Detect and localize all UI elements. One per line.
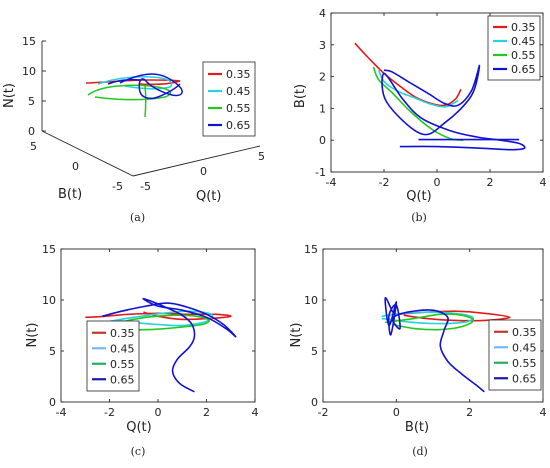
panel-b-ytick-5: 4 bbox=[319, 7, 326, 20]
panel-d-xtick-1: 0 bbox=[393, 406, 400, 419]
panel-c-ylabel: N(t) bbox=[25, 323, 40, 348]
panel-c: -4 -2 0 2 4 0 5 10 15 Q(t) N(t) 0.35 0.45 0.55 0.65 (c) bbox=[25, 243, 259, 458]
panel-c-legend-label-0: 0.35 bbox=[110, 327, 135, 340]
panel-c-caption: (c) bbox=[131, 445, 146, 458]
panel-b-ytick-3: 2 bbox=[319, 71, 326, 84]
panel-c-xtick-0: -4 bbox=[56, 406, 67, 419]
panel-a-z-tick-0: 0 bbox=[28, 125, 35, 138]
panel-b-ylabel: B(t) bbox=[293, 84, 308, 108]
panel-c-series-0.55 bbox=[99, 314, 210, 331]
panel-d-legend: 0.35 0.45 0.55 0.65 bbox=[488, 319, 542, 391]
panel-c-ytick-0: 0 bbox=[49, 396, 56, 409]
panel-b: -4 -2 0 2 4 -1 0 1 2 3 4 Q(t) B(t) 0.350.450.550.65 (b… bbox=[293, 7, 547, 224]
panel-c-xlabel: Q(t) bbox=[126, 420, 151, 435]
panel-d-series-0.45 bbox=[381, 311, 475, 325]
panel-a-z-tick-2: 10 bbox=[22, 65, 36, 78]
panel-b-series-0.65 bbox=[381, 64, 526, 151]
panel-c-ytick-2: 10 bbox=[42, 294, 56, 307]
panel-a-z-tick-3: 15 bbox=[22, 35, 36, 48]
panel-a-q-axis bbox=[132, 145, 261, 177]
panel-d-xtick-2: 2 bbox=[466, 406, 473, 419]
panel-b-xtick-4: 4 bbox=[540, 176, 547, 189]
panel-b-legend: 0.350.450.550.65 bbox=[487, 15, 541, 81]
panel-c-series-0.65 bbox=[102, 297, 237, 393]
panel-a-legend-label-0: 0.35 bbox=[226, 68, 251, 81]
panel-b-ytick-0: -1 bbox=[315, 166, 326, 179]
panel-b-series-group bbox=[354, 42, 526, 151]
panel-d-legend-label-1: 0.45 bbox=[512, 341, 537, 354]
panel-c-xtick-3: 2 bbox=[203, 406, 210, 419]
panel-b-xtick-3: 2 bbox=[487, 176, 494, 189]
panel-c-series-0.35 bbox=[85, 311, 232, 321]
panel-a-legend-label-3: 0.65 bbox=[226, 119, 251, 132]
panel-d-legend-label-3: 0.65 bbox=[512, 372, 537, 385]
panel-d-xtick-0: -2 bbox=[318, 406, 329, 419]
panel-d-frame bbox=[322, 248, 544, 403]
panel-d-ytick-1: 5 bbox=[311, 345, 318, 358]
panel-a-b-tick-2: -5 bbox=[112, 180, 123, 193]
panel-a-series-0.65 bbox=[107, 73, 183, 100]
panel-a-z-label: N(t) bbox=[2, 83, 17, 108]
panel-d-series-0.55 bbox=[385, 313, 475, 331]
panel-d-ylabel: N(t) bbox=[289, 323, 304, 348]
panel-b-xlabel: Q(t) bbox=[406, 189, 431, 204]
panel-a-legend: 0.35 0.45 0.55 0.65 bbox=[202, 61, 256, 137]
panel-b-legend-label-2: 0.55 bbox=[511, 49, 536, 62]
panel-c-ytick-3: 15 bbox=[42, 243, 56, 256]
panel-a-b-axis bbox=[41, 130, 134, 177]
panel-d-caption: (d) bbox=[412, 445, 428, 458]
panel-a: 0 5 10 15 N(t) 5 0 -5 B(t) -5 0 5 Q(t) 0… bbox=[2, 35, 265, 224]
panel-c-legend-label-2: 0.55 bbox=[110, 358, 135, 371]
panel-b-series-0.45 bbox=[377, 69, 459, 108]
panel-a-q-tick-0: -5 bbox=[140, 180, 151, 193]
panel-b-ytick-2: 1 bbox=[319, 102, 326, 115]
panel-c-legend: 0.35 0.45 0.55 0.65 bbox=[86, 320, 140, 392]
panel-b-xtick-1: -2 bbox=[379, 176, 390, 189]
panel-a-z-ticks: 0 5 10 15 bbox=[22, 35, 46, 138]
panel-b-series-0.55 bbox=[372, 66, 464, 141]
panel-a-b-label: B(t) bbox=[58, 187, 82, 202]
panel-c-series-group bbox=[85, 297, 237, 393]
panel-d-xtick-3: 4 bbox=[540, 406, 547, 419]
panel-a-series-0.55 bbox=[87, 84, 172, 118]
panel-d-legend-label-2: 0.55 bbox=[512, 357, 537, 370]
panel-c-legend-label-3: 0.65 bbox=[110, 373, 135, 386]
panel-b-xtick-2: 0 bbox=[434, 176, 441, 189]
panel-b-ytick-4: 3 bbox=[319, 39, 326, 52]
panel-b-ytick-1: 0 bbox=[319, 134, 326, 147]
panel-a-b-tick-0: 5 bbox=[30, 140, 37, 153]
panel-a-q-label: Q(t) bbox=[196, 189, 221, 204]
panel-c-legend-label-1: 0.45 bbox=[110, 342, 135, 355]
panel-a-legend-label-1: 0.45 bbox=[226, 85, 251, 98]
panel-b-legend-label-1: 0.45 bbox=[511, 35, 536, 48]
panel-c-xtick-1: -2 bbox=[104, 406, 115, 419]
panel-c-xtick-4: 4 bbox=[252, 406, 259, 419]
panel-d-xlabel: B(t) bbox=[405, 420, 429, 435]
panel-b-xtick-0: -4 bbox=[326, 176, 337, 189]
panel-d-series-group bbox=[381, 297, 511, 393]
panel-b-legend-label-3: 0.65 bbox=[511, 63, 536, 76]
panel-b-legend-label-0: 0.35 bbox=[511, 21, 536, 34]
panel-a-z-tick-1: 5 bbox=[28, 95, 35, 108]
panel-b-series-0.35 bbox=[354, 42, 462, 107]
panel-a-legend-label-2: 0.55 bbox=[226, 102, 251, 115]
panel-a-q-tick-2: 5 bbox=[258, 150, 265, 163]
panel-d-ytick-0: 0 bbox=[311, 396, 318, 409]
panel-d-legend-label-0: 0.35 bbox=[512, 326, 537, 339]
panel-a-caption: (a) bbox=[130, 211, 145, 224]
panel-b-caption: (b) bbox=[411, 211, 427, 224]
panel-d-series-0.65 bbox=[384, 297, 485, 393]
panel-a-series-0.45 bbox=[97, 76, 173, 90]
panel-d-ytick-2: 10 bbox=[304, 294, 318, 307]
panel-c-xtick-2: 0 bbox=[155, 406, 162, 419]
panel-a-q-tick-1: 0 bbox=[200, 165, 207, 178]
panel-a-b-tick-1: 0 bbox=[72, 160, 79, 173]
panel-d-ytick-3: 15 bbox=[304, 243, 318, 256]
panel-c-ytick-1: 5 bbox=[49, 345, 56, 358]
panel-a-trajectories bbox=[85, 73, 183, 118]
